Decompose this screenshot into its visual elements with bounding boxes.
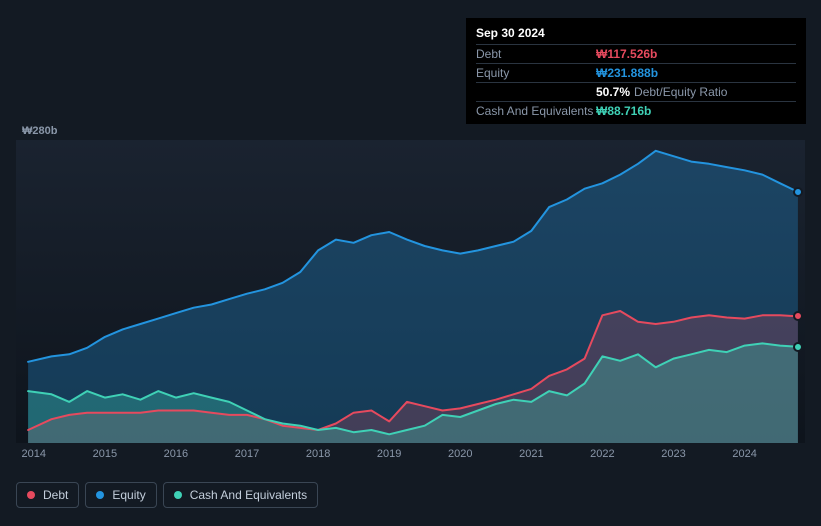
series-end-marker [793,187,803,197]
x-tick: 2018 [306,448,330,460]
tooltip-row-ratio: 50.7% Debt/Equity Ratio [476,82,796,101]
tooltip-debt-label: Debt [476,47,596,61]
circle-icon [174,491,182,499]
x-tick: 2019 [377,448,401,460]
tooltip-ratio-label: Debt/Equity Ratio [634,85,727,99]
legend-cash-label: Cash And Equivalents [190,488,307,502]
tooltip-equity-value: ₩231.888b [596,66,658,80]
legend-toggle-cash[interactable]: Cash And Equivalents [163,482,318,508]
tooltip-cash-label: Cash And Equivalents [476,104,596,118]
tooltip-debt-value: ₩117.526b [596,47,657,61]
tooltip-cash-value: ₩88.716b [596,104,651,118]
x-axis: 2014 2015 2016 2017 2018 2019 2020 2021 2022 2023… [16,448,805,466]
chart-tooltip: Sep 30 2024 Debt ₩117.526b Equity ₩231.8… [466,18,806,124]
financial-chart: Sep 30 2024 Debt ₩117.526b Equity ₩231.8… [0,0,821,526]
x-tick: 2022 [590,448,614,460]
x-tick: 2014 [22,448,46,460]
x-tick: 2017 [235,448,259,460]
x-tick: 2024 [732,448,756,460]
legend-equity-label: Equity [112,488,145,502]
circle-icon [96,491,104,499]
tooltip-row-debt: Debt ₩117.526b [476,44,796,63]
legend-debt-label: Debt [43,488,68,502]
legend-toggle-equity[interactable]: Equity [85,482,156,508]
y-axis-label-top: ₩280b [22,125,57,137]
tooltip-row-equity: Equity ₩231.888b [476,63,796,82]
plot-area[interactable] [16,140,805,443]
x-tick: 2020 [448,448,472,460]
tooltip-row-cash: Cash And Equivalents ₩88.716b [476,101,796,120]
legend: Debt Equity Cash And Equivalents [16,482,318,508]
tooltip-ratio-pct: 50.7% [596,85,630,99]
legend-toggle-debt[interactable]: Debt [16,482,79,508]
series-end-marker [793,342,803,352]
x-tick: 2015 [93,448,117,460]
x-tick: 2021 [519,448,543,460]
x-tick: 2023 [661,448,685,460]
tooltip-equity-label: Equity [476,66,596,80]
x-tick: 2016 [164,448,188,460]
tooltip-date: Sep 30 2024 [476,24,796,44]
circle-icon [27,491,35,499]
